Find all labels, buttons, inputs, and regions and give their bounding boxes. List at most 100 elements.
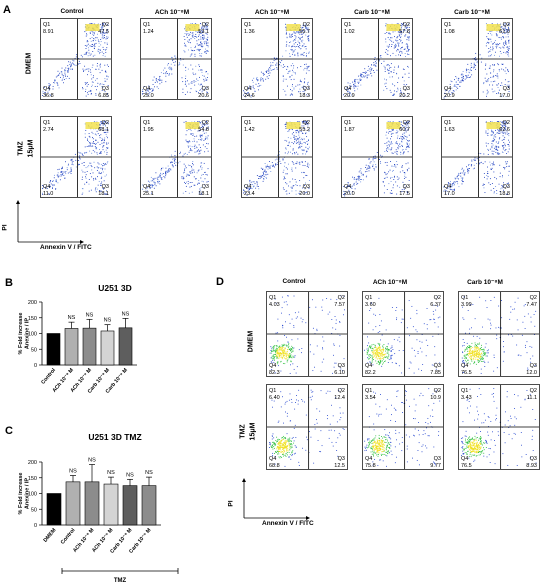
panelA-row-label-tmz: TMZ — [17, 141, 25, 156]
quadrant-name: Q4 — [269, 456, 276, 462]
panelD-col-header: Control — [282, 278, 306, 285]
y-tick-label: 100 — [28, 332, 37, 338]
quadrant-value: 68.1 — [98, 127, 109, 133]
quadrant-name: Q4 — [269, 363, 276, 369]
quadrant-value: 10.9 — [430, 395, 441, 401]
quadrant-value: 11.0 — [43, 191, 53, 197]
quadrant-name: Q4 — [461, 363, 468, 369]
bar — [141, 485, 157, 526]
category-label: Control — [40, 367, 57, 386]
flow-cytometry-plot: Q1 4.03 Q2 7.57 Q3 6.10 Q4 82.3 — [266, 291, 348, 377]
quadrant-value: 54.8 — [198, 127, 209, 133]
quadrant-name: Q3 — [530, 363, 537, 369]
flow-cytometry-plot: Q1 1.87 Q2 60.7 Q3 17.5 Q4 20.0 — [341, 116, 413, 198]
quadrant-value: 20.0 — [344, 191, 355, 197]
quadrant-name: Q1 — [344, 120, 351, 126]
quadrant-value: 55.7 — [299, 29, 310, 35]
quadrant-name: Q2 — [303, 22, 310, 28]
y-tick-label: 150 — [28, 316, 37, 322]
flow-cytometry-plot: Q1 3.54 Q2 10.9 Q3 9.77 Q4 75.8 — [362, 384, 444, 470]
quadrant-name: Q2 — [403, 120, 410, 126]
quadrant-value: 76.5 — [461, 370, 472, 376]
quadrant-value: 6.37 — [430, 302, 441, 308]
y-axis-label: % Fold increaseAnexine / IP — [18, 473, 31, 515]
quadrant-name: Q4 — [143, 86, 150, 92]
quadrant-name: Q1 — [143, 22, 150, 28]
bar — [46, 493, 62, 526]
significance-label: NS — [122, 311, 130, 317]
quadrant-name: Q3 — [102, 86, 109, 92]
quadrant-name: Q2 — [503, 22, 510, 28]
chart-c-title: U251 3D TMZ — [88, 432, 142, 442]
quadrant-value: 7.57 — [334, 302, 345, 308]
quadrant-value: 3.99 — [461, 302, 472, 308]
quadrant-name: Q3 — [434, 456, 441, 462]
quadrant-value: 8.91 — [43, 29, 54, 35]
quadrant-name: Q1 — [461, 295, 468, 301]
y-tick-label: 50 — [31, 347, 37, 353]
quadrant-name: Q3 — [403, 184, 410, 190]
panelA-axis-arrows — [16, 200, 84, 244]
quadrant-name: Q2 — [403, 22, 410, 28]
flow-cytometry-plot: Q1 1.24 Q2 53.1 Q3 20.6 Q4 25.0 — [140, 18, 212, 100]
quadrant-value: 17.5 — [399, 191, 410, 197]
bar — [46, 333, 61, 366]
panelD-y-axis-label: PI — [227, 500, 235, 507]
quadrant-value: 3.60 — [365, 302, 376, 308]
panelA-col-header: ACh 10⁻⁹M — [254, 9, 290, 16]
quadrant-name: Q3 — [338, 456, 345, 462]
quadrant-value: 18.1 — [98, 191, 109, 197]
panelA-col-header: Control — [60, 8, 84, 15]
quadrant-name: Q3 — [338, 363, 345, 369]
quadrant-value: 25.0 — [143, 93, 154, 99]
flow-cytometry-plot: Q1 3.99 Q2 7.47 Q3 12.0 Q4 76.5 — [458, 291, 540, 377]
quadrant-name: Q3 — [503, 184, 510, 190]
quadrant-value: 1.95 — [143, 127, 154, 133]
quadrant-name: Q2 — [503, 120, 510, 126]
quadrant-value: 82.3 — [269, 370, 280, 376]
quadrant-name: Q4 — [365, 456, 372, 462]
quadrant-name: Q4 — [344, 184, 351, 190]
quadrant-value: 17.0 — [444, 191, 455, 197]
significance-label: NS — [145, 470, 153, 476]
quadrant-value: 61.0 — [499, 29, 510, 35]
quadrant-value: 23.4 — [244, 191, 255, 197]
quadrant-name: Q2 — [434, 295, 441, 301]
flow-cytometry-plot: Q1 2.74 Q2 68.1 Q3 18.1 Q4 11.0 — [40, 116, 112, 198]
quadrant-name: Q2 — [202, 22, 209, 28]
quadrant-value: 3.54 — [365, 395, 376, 401]
quadrant-name: Q2 — [338, 295, 345, 301]
bar — [118, 327, 133, 366]
flow-cytometry-plot: Q1 1.42 Q2 55.2 Q3 20.0 Q4 23.4 — [241, 116, 313, 198]
quadrant-value: 6.40 — [269, 395, 280, 401]
quadrant-name: Q1 — [269, 295, 276, 301]
chart-b-svg: 0 50 100 150 200 % Fold increaseAnexine / IP C… — [18, 300, 137, 395]
quadrant-name: Q1 — [461, 388, 468, 394]
bar — [100, 330, 115, 366]
panelD-row-label-tmz: TMZ — [239, 424, 247, 439]
quadrant-value: 1.08 — [444, 29, 455, 35]
quadrant-value: 7.85 — [430, 370, 441, 376]
panelA-row-label-tmz-dose: 15μM — [27, 139, 35, 158]
quadrant-name: Q3 — [303, 184, 310, 190]
quadrant-name: Q2 — [434, 388, 441, 394]
quadrant-name: Q1 — [444, 120, 451, 126]
quadrant-value: 6.85 — [98, 93, 109, 99]
quadrant-value: 62.6 — [499, 127, 510, 133]
quadrant-name: Q2 — [102, 22, 109, 28]
panelA-y-axis-label: PI — [1, 224, 9, 231]
quadrant-name: Q3 — [530, 456, 537, 462]
quadrant-name: Q2 — [102, 120, 109, 126]
significance-label: NS — [104, 318, 112, 324]
quadrant-value: 1.87 — [344, 127, 355, 133]
quadrant-name: Q1 — [444, 22, 451, 28]
panel-a-letter: A — [3, 4, 11, 16]
quadrant-name: Q3 — [102, 184, 109, 190]
quadrant-value: 3.43 — [461, 395, 472, 401]
y-tick-label: 50 — [31, 507, 37, 513]
quadrant-name: Q1 — [269, 388, 276, 394]
quadrant-name: Q3 — [503, 86, 510, 92]
panelD-col-header: Carb 10⁻⁸M — [467, 279, 503, 286]
flow-cytometry-plot: Q1 1.02 Q2 57.8 Q3 20.2 Q4 20.9 — [341, 18, 413, 100]
y-tick-label: 200 — [28, 300, 37, 306]
